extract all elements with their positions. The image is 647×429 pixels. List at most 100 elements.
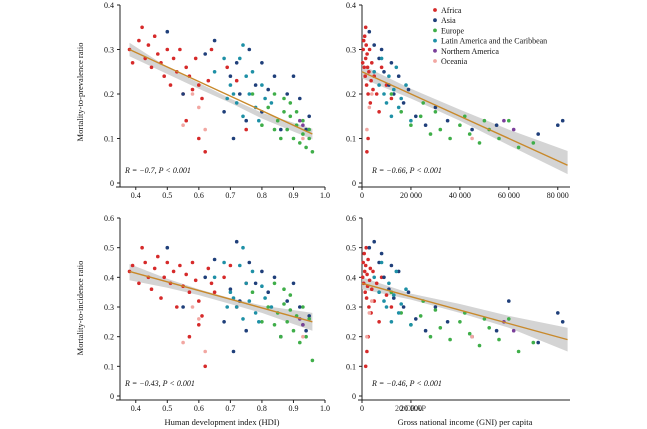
point-africa: [165, 260, 170, 265]
point-africa: [137, 281, 141, 286]
point-latin-america-and-the-caribbean: [241, 317, 245, 321]
point-africa: [193, 278, 198, 283]
point-oceania: [370, 92, 374, 96]
point-latin-america-and-the-caribbean: [377, 290, 381, 295]
point-africa: [364, 83, 369, 87]
point-latin-america-and-the-caribbean: [399, 96, 404, 101]
point-africa: [156, 254, 160, 259]
point-latin-america-and-the-caribbean: [269, 305, 274, 309]
point-asia: [231, 136, 236, 141]
point-asia: [307, 314, 312, 318]
point-northern-america: [298, 118, 302, 123]
y-tick-label: 0.3: [346, 46, 356, 55]
x-tick-label: 0.8: [257, 191, 267, 200]
point-oceania: [367, 311, 372, 315]
point-northern-america: [511, 127, 516, 132]
point-latin-america-and-the-caribbean: [392, 293, 396, 297]
point-africa: [143, 260, 147, 265]
point-europe: [291, 328, 296, 333]
point-latin-america-and-the-caribbean: [225, 96, 229, 101]
confidence-band: [362, 65, 568, 175]
point-africa: [178, 263, 182, 268]
point-europe: [531, 340, 536, 345]
point-europe: [250, 290, 255, 295]
point-europe: [279, 136, 283, 141]
point-latin-america-and-the-caribbean: [260, 284, 264, 289]
point-europe: [409, 123, 413, 127]
point-asia: [203, 52, 207, 56]
point-asia: [260, 269, 264, 274]
point-latin-america-and-the-caribbean: [231, 296, 236, 300]
point-africa: [162, 74, 166, 78]
point-europe: [399, 110, 404, 114]
point-asia: [401, 101, 406, 105]
point-asia: [406, 290, 411, 295]
point-asia: [165, 29, 170, 34]
point-africa: [162, 275, 166, 280]
y-tick-label: 0.5: [346, 244, 356, 253]
point-northern-america: [502, 118, 506, 123]
point-asia: [291, 281, 296, 286]
point-europe: [282, 96, 286, 101]
correlation-annotation: R = −0.46, P < 0.001: [371, 379, 442, 388]
point-europe: [288, 293, 293, 297]
point-africa: [364, 43, 369, 47]
panel-bottom-right: 0 0.1 0.2 0.3 0.4 0.5 0.6 0 20 000 R = −0.46, P <…: [346, 214, 570, 413]
point-africa: [377, 110, 381, 114]
point-europe: [272, 127, 277, 132]
point-oceania: [367, 105, 372, 110]
point-africa: [222, 275, 226, 280]
point-asia: [222, 110, 226, 114]
point-oceania: [370, 299, 374, 303]
point-africa: [361, 260, 366, 265]
point-asia: [556, 311, 560, 315]
legend-label: Africa: [441, 6, 462, 15]
point-asia: [272, 74, 277, 78]
x-tick-label: 60 000: [498, 191, 520, 200]
point-asia: [228, 74, 233, 78]
point-asia: [392, 296, 396, 300]
point-asia: [244, 328, 248, 333]
point-oceania: [301, 136, 305, 141]
point-latin-america-and-the-caribbean: [392, 87, 396, 92]
point-europe: [487, 326, 492, 330]
point-latin-america-and-the-caribbean: [241, 245, 245, 250]
point-latin-america-and-the-caribbean: [409, 323, 413, 327]
point-africa: [200, 314, 204, 318]
point-europe: [438, 326, 443, 330]
point-africa: [365, 272, 369, 277]
point-latin-america-and-the-caribbean: [382, 92, 386, 96]
point-africa: [165, 47, 170, 52]
point-asia: [307, 114, 312, 119]
point-oceania: [203, 127, 207, 132]
x-tick-label: 0.5: [162, 191, 172, 200]
point-europe: [448, 136, 452, 141]
point-africa: [184, 118, 188, 123]
point-latin-america-and-the-caribbean: [244, 74, 248, 78]
point-oceania: [365, 334, 369, 339]
point-africa: [140, 25, 144, 30]
panel-bottom-left: 0 0.1 0.2 0.3 0.4 0.5 0.6 0.4 0.5 0.6 0.7 0.8 0.9 1.0…: [104, 214, 330, 413]
point-latin-america-and-the-caribbean: [389, 320, 394, 324]
point-africa: [389, 96, 394, 101]
point-africa: [130, 263, 135, 268]
point-europe: [497, 136, 501, 141]
point-asia: [382, 70, 386, 74]
point-africa: [209, 281, 214, 286]
point-asia: [536, 340, 540, 345]
point-oceania: [190, 92, 195, 96]
point-europe: [288, 114, 293, 119]
point-latin-america-and-the-caribbean: [247, 92, 252, 96]
point-latin-america-and-the-caribbean: [404, 83, 408, 87]
point-latin-america-and-the-caribbean: [379, 260, 384, 265]
point-oceania: [470, 136, 474, 141]
point-africa: [178, 47, 182, 52]
point-africa: [362, 251, 367, 256]
y-tick-label: 0.6: [346, 214, 356, 223]
point-africa: [365, 150, 369, 154]
point-asia: [560, 118, 565, 123]
point-asia: [414, 114, 418, 119]
legend-marker: [433, 8, 437, 12]
point-europe: [266, 305, 271, 309]
point-asia: [181, 305, 185, 309]
